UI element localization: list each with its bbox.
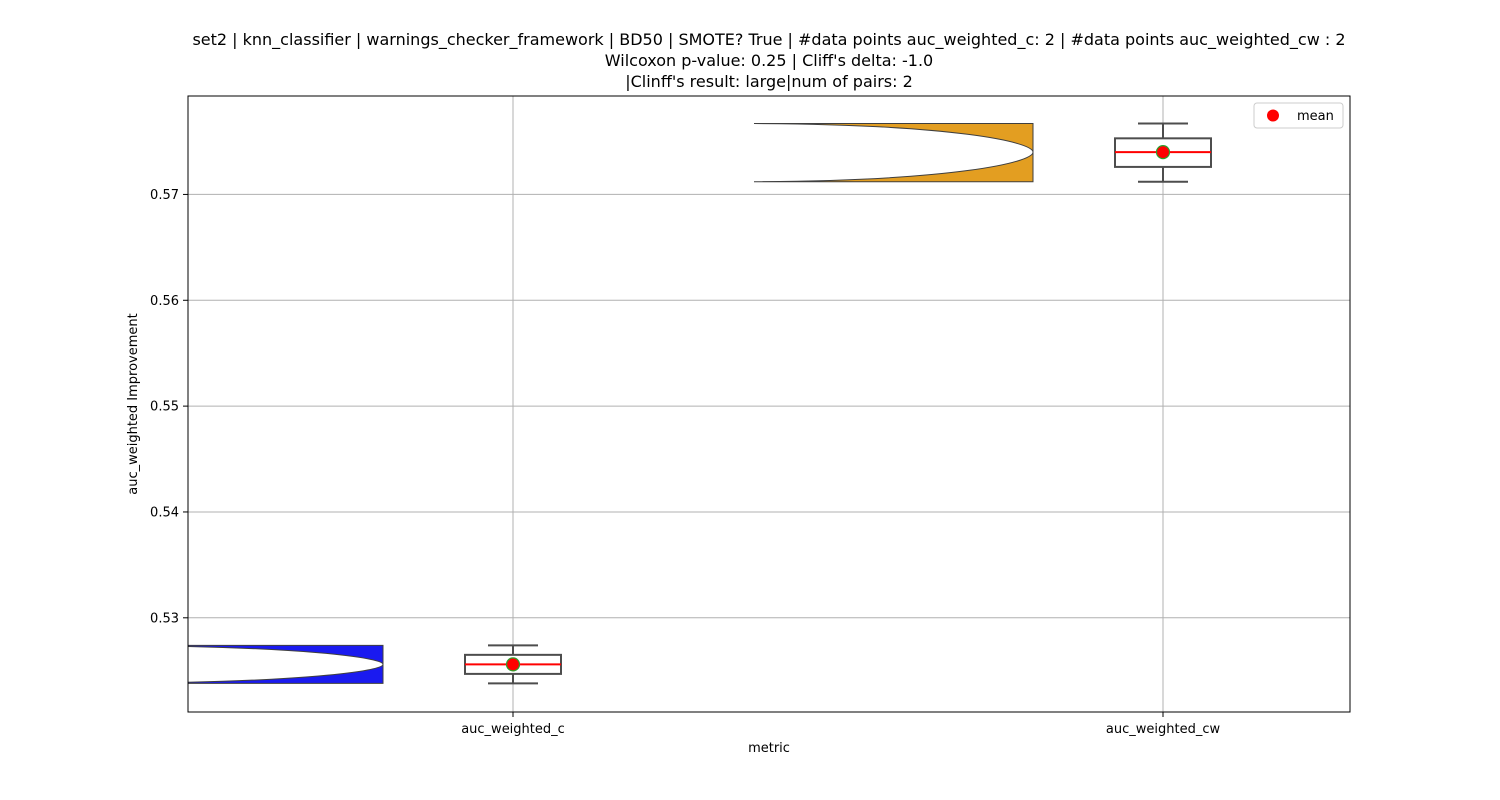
legend: mean <box>1253 102 1344 129</box>
y-axis-ticks: 0.53 0.54 0.55 0.56 0.57 <box>150 188 188 626</box>
y-tick-label: 0.53 <box>150 611 179 626</box>
x-axis-ticks: auc_weighted_c auc_weighted_cw <box>461 712 1220 737</box>
chart-title-line-3: |Clinff's result: large|num of pairs: 2 <box>625 72 913 91</box>
y-tick-label: 0.55 <box>150 400 179 415</box>
violin-auc_weighted_cw <box>753 123 1034 183</box>
y-axis-label: auc_weighted Improvement <box>126 313 141 495</box>
mean-marker-auc_weighted_c <box>505 657 521 672</box>
chart-title-line-2: Wilcoxon p-value: 0.25 | Cliff's delta: … <box>604 51 934 70</box>
mean-marker-auc_weighted_cw <box>1155 144 1171 160</box>
grid-lines <box>188 96 1350 712</box>
y-tick-label: 0.54 <box>150 505 179 520</box>
x-axis-label: metric <box>748 741 790 756</box>
x-tick-label: auc_weighted_c <box>461 722 565 737</box>
legend-box <box>1253 102 1344 129</box>
boxplots <box>464 122 1212 685</box>
x-tick-label: auc_weighted_cw <box>1106 722 1221 737</box>
violins <box>188 123 1034 684</box>
chart-title-line-1: set2 | knn_classifier | warnings_checker… <box>192 30 1346 49</box>
y-tick-label: 0.56 <box>150 294 179 309</box>
violin-auc_weighted_c <box>188 644 384 684</box>
plot-frame <box>187 95 1351 713</box>
legend-mean-marker <box>1267 109 1279 122</box>
y-tick-label: 0.57 <box>150 188 179 203</box>
legend-mean-label: mean <box>1297 109 1334 124</box>
